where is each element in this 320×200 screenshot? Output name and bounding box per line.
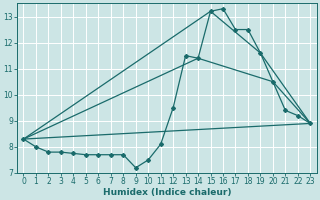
X-axis label: Humidex (Indice chaleur): Humidex (Indice chaleur) [103, 188, 231, 197]
